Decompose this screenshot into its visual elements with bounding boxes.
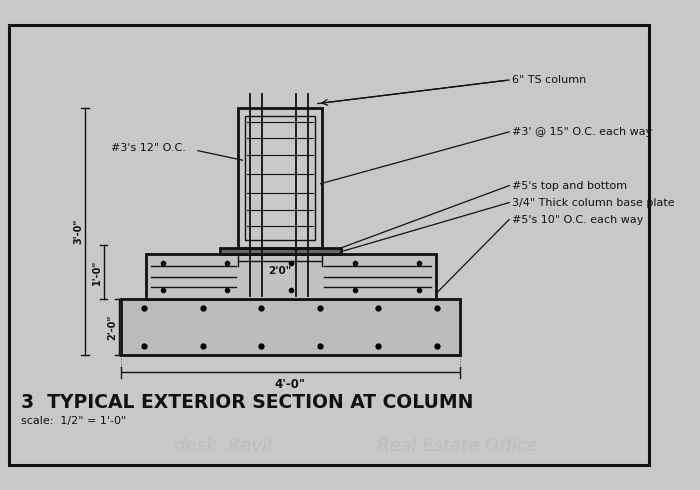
Bar <box>120 299 460 355</box>
Text: Real Estate Office: Real Estate Office <box>377 437 538 455</box>
Bar <box>220 248 342 254</box>
Text: 6" TS column: 6" TS column <box>512 75 586 85</box>
Text: #5's top and bottom: #5's top and bottom <box>512 181 627 191</box>
Text: 4'-0": 4'-0" <box>275 378 306 391</box>
Text: #3's 12" O.C.: #3's 12" O.C. <box>111 143 186 153</box>
Text: 1'-0": 1'-0" <box>92 259 102 285</box>
Text: 2'0": 2'0" <box>268 266 292 276</box>
Text: #3' @ 15" O.C. each way: #3' @ 15" O.C. each way <box>512 127 652 137</box>
Text: 3/4" Thick column base plate: 3/4" Thick column base plate <box>512 197 675 208</box>
Bar <box>237 108 323 248</box>
Text: desk  Revit: desk Revit <box>174 437 274 455</box>
Bar <box>245 116 315 240</box>
Text: #5's 10" O.C. each way: #5's 10" O.C. each way <box>512 215 643 224</box>
Text: 3'-0": 3'-0" <box>74 219 83 245</box>
Bar <box>146 254 435 299</box>
Text: scale:  1/2" = 1'-0": scale: 1/2" = 1'-0" <box>21 416 126 426</box>
Text: 3  TYPICAL EXTERIOR SECTION AT COLUMN: 3 TYPICAL EXTERIOR SECTION AT COLUMN <box>21 393 473 412</box>
Text: 2'-0": 2'-0" <box>107 315 117 340</box>
